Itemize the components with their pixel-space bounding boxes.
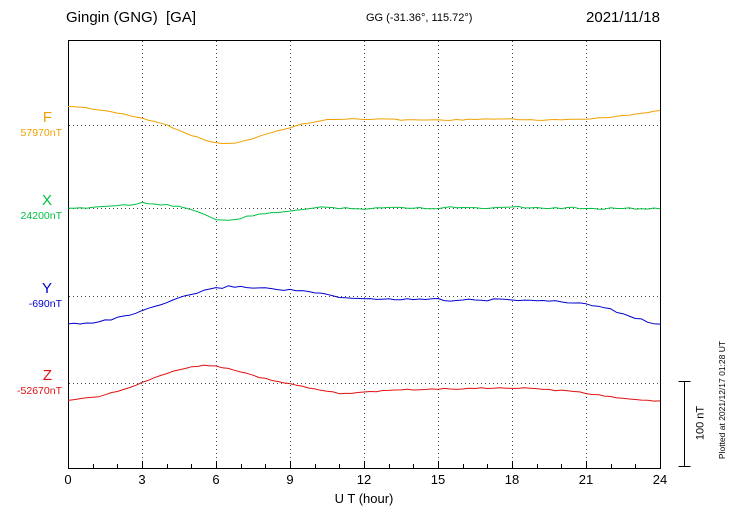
x-axis-label: U T (hour) [334,491,394,506]
baseline-value-y: -690nT [28,298,62,310]
x-tick-15: 15 [430,472,446,487]
plot-date: 2021/11/18 [586,9,660,26]
channel-label-x: X [41,192,52,209]
plotted-at-note: Plotted at 2021/12/17 01:28 UT [716,340,727,460]
channel-label-y: Y [41,280,52,297]
channel-label-z: Z [42,367,52,384]
geographic-coords: GG (-31.36°, 115.72°) [366,12,473,24]
x-tick-18: 18 [504,472,520,487]
x-tick-24: 24 [652,472,668,487]
x-tick-12: 12 [356,472,372,487]
baseline-value-z: -52670nT [17,385,62,397]
x-tick-0: 0 [64,472,72,487]
x-tick-9: 9 [286,472,294,487]
baseline-value-f: 57970nT [20,127,62,139]
station-title: Gingin (GNG) [GA] [66,9,197,26]
x-tick-6: 6 [212,472,220,487]
baseline-value-x: 24200nT [20,210,62,222]
x-tick-21: 21 [578,472,594,487]
channel-label-f: F [42,109,52,126]
scale-bar-label: 100 nT [694,405,707,441]
x-tick-3: 3 [138,472,146,487]
